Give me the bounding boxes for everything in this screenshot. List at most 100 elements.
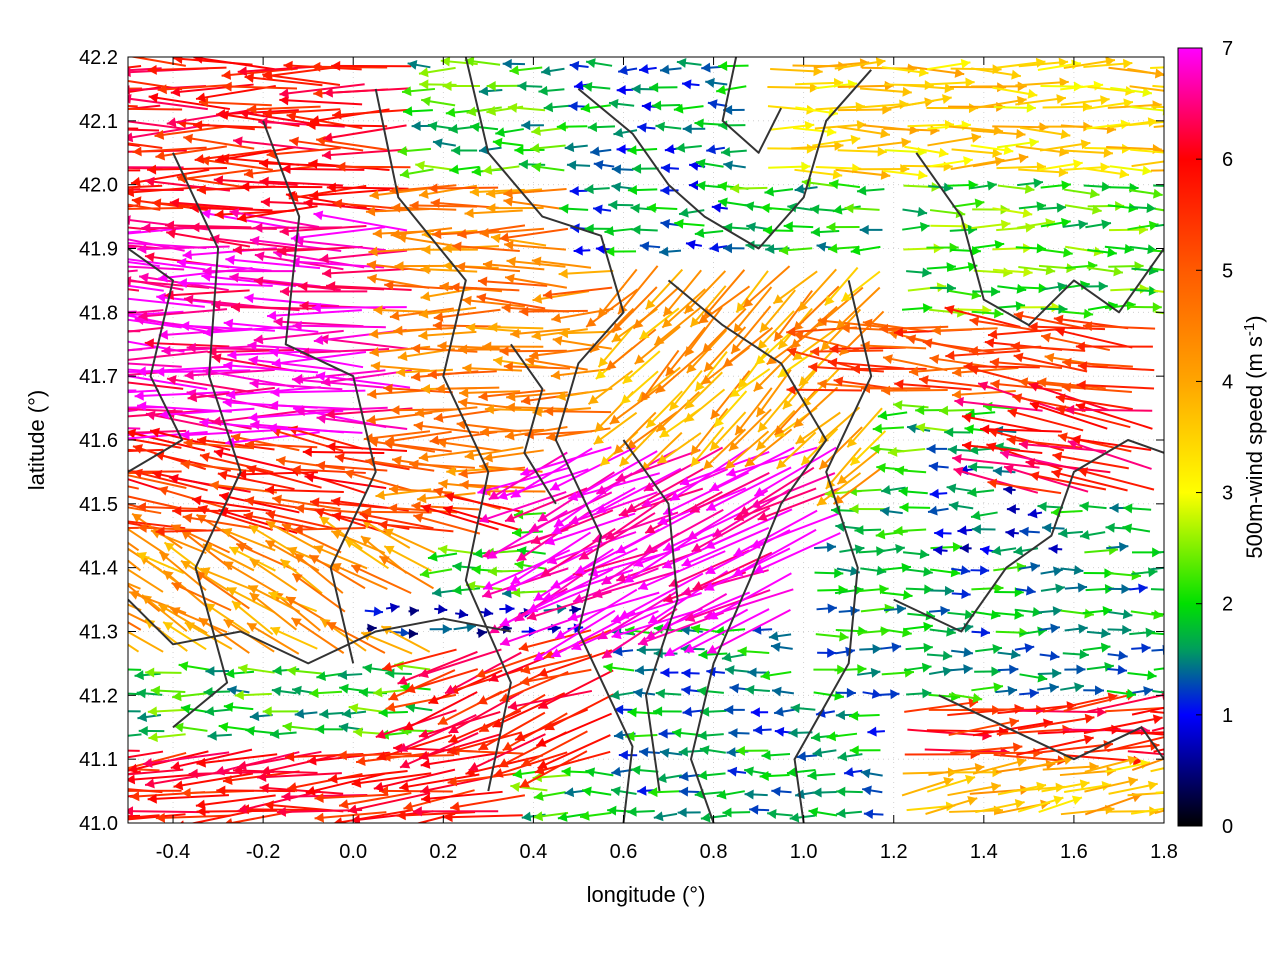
wind-vector	[128, 630, 164, 653]
wind-vector-head	[164, 542, 175, 552]
wind-vector	[128, 104, 161, 110]
wind-vector-head	[239, 108, 249, 119]
wind-vector-head	[128, 93, 132, 104]
wind-vector-shaft	[158, 603, 208, 635]
wind-vector-shaft	[362, 510, 432, 514]
wind-vector	[281, 523, 342, 554]
wind-vector-shaft	[189, 206, 273, 212]
wind-vector	[128, 260, 160, 268]
wind-vector-head	[158, 604, 169, 614]
wind-vector-head	[182, 513, 193, 524]
wind-vector-shaft	[188, 770, 275, 776]
wind-vector-head	[166, 228, 176, 239]
wind-vector-head	[271, 686, 282, 697]
wind-vector-head	[180, 321, 190, 332]
wind-vector-head	[292, 573, 303, 583]
wind-vector-head	[138, 726, 148, 737]
wind-vector-shaft	[128, 506, 162, 515]
wind-vector-head	[237, 66, 248, 77]
wind-vector-shaft	[128, 495, 183, 510]
wind-vector	[128, 437, 182, 449]
wind-vector-head	[265, 510, 276, 520]
wind-vector-shaft	[196, 438, 275, 451]
wind-vector-head	[226, 587, 238, 597]
wind-vector	[128, 185, 204, 198]
wind-vector	[148, 732, 186, 743]
wind-vector-shaft	[519, 309, 588, 313]
wind-vector-shaft	[239, 111, 322, 126]
wind-vector-shaft	[259, 786, 344, 795]
wind-vector-shaft	[128, 448, 164, 453]
wind-vector-head	[264, 485, 275, 496]
wind-vector-shaft	[142, 751, 230, 766]
wind-vector-shaft	[171, 582, 232, 612]
wind-vector-shaft	[164, 289, 250, 297]
wind-vector-head	[180, 820, 184, 823]
wind-vector-shaft	[128, 318, 182, 329]
wind-vector	[199, 452, 274, 474]
wind-vector-shaft	[233, 139, 320, 152]
wind-vector-shaft	[217, 472, 295, 491]
wind-vector-shaft	[306, 123, 388, 128]
wind-vector-shaft	[186, 346, 277, 351]
wind-vector	[158, 603, 208, 635]
wind-vector	[158, 551, 207, 591]
wind-vector-head	[137, 712, 148, 722]
wind-vector	[204, 602, 251, 635]
wind-vector-shaft	[246, 466, 322, 489]
wind-vector-shaft	[130, 168, 210, 185]
wind-vector	[148, 92, 231, 111]
wind-vector	[138, 726, 165, 737]
wind-vector-head	[130, 176, 141, 187]
wind-vector-head	[130, 791, 140, 802]
wind-vector-shaft	[128, 258, 206, 271]
wind-vector-head	[202, 266, 212, 277]
wind-vector-head	[265, 521, 277, 531]
wind-vector-head	[230, 433, 241, 443]
wind-vector-head	[193, 57, 203, 64]
wind-vector-shaft	[128, 104, 161, 110]
wind-vector-head	[139, 272, 149, 283]
wind-vector	[286, 665, 322, 676]
wind-vector-head	[316, 671, 326, 682]
wind-vector-head	[184, 370, 194, 381]
wind-vector-head	[257, 772, 267, 783]
wind-vector-shaft	[184, 368, 275, 377]
wind-vector-head	[199, 452, 210, 463]
wind-vector	[146, 164, 227, 175]
wind-vector	[132, 468, 208, 492]
wind-vector-head	[134, 670, 144, 681]
wind-vector-shaft	[247, 105, 321, 111]
wind-vector-shaft	[128, 227, 184, 235]
wind-vector-head	[197, 505, 208, 515]
wind-vector-head	[132, 513, 143, 523]
wind-vector-head	[186, 342, 196, 353]
wind-vector	[239, 108, 322, 126]
wind-vector-shaft	[128, 279, 210, 289]
wind-vector	[128, 813, 186, 821]
wind-vector-shaft	[196, 753, 278, 765]
wind-vector-head	[201, 209, 211, 219]
wind-vector-head	[237, 760, 247, 771]
wind-vector-shaft	[193, 123, 272, 129]
wind-vector-head	[164, 220, 175, 231]
wind-vector-shaft	[128, 478, 162, 491]
wind-vector-head	[169, 198, 180, 208]
wind-vector-shaft	[128, 244, 162, 250]
wind-vector-head	[221, 69, 232, 80]
wind-vector-shaft	[202, 543, 255, 572]
wind-vector	[226, 586, 275, 614]
wind-vector-head	[249, 592, 260, 603]
wind-vector	[231, 600, 274, 636]
wind-vector-head	[137, 522, 147, 533]
wind-vector	[236, 750, 322, 771]
wind-vector-shaft	[128, 768, 160, 772]
wind-vector	[217, 470, 295, 491]
wind-vector-shaft	[336, 165, 411, 169]
wind-vector-shaft	[141, 594, 188, 632]
wind-vector	[209, 234, 298, 250]
wind-vector-head	[214, 209, 224, 220]
wind-vector	[221, 67, 298, 80]
wind-vector	[199, 567, 253, 591]
